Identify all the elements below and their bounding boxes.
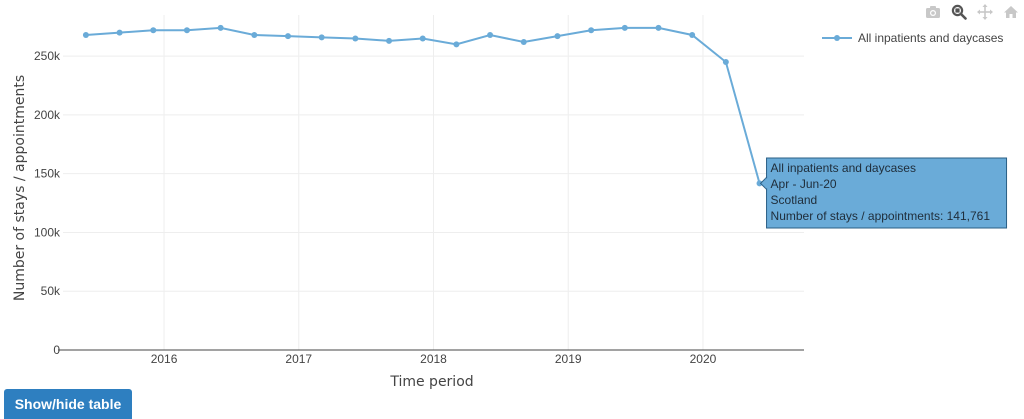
x-tick-label: 2016 xyxy=(151,352,178,366)
data-point[interactable] xyxy=(386,37,393,44)
x-tick-label: 2019 xyxy=(555,352,582,366)
y-tick-label: 250k xyxy=(34,49,61,63)
pan-icon[interactable] xyxy=(976,3,994,21)
data-point[interactable] xyxy=(217,24,224,31)
data-point[interactable] xyxy=(588,27,595,34)
y-axis-title: Number of stays / appointments xyxy=(12,75,28,301)
data-point[interactable] xyxy=(352,35,359,42)
series-line xyxy=(85,26,761,184)
data-point[interactable] xyxy=(251,31,258,38)
hover-tooltip: All inpatients and daycases Apr - Jun-20 S… xyxy=(759,157,1008,229)
axes xyxy=(58,349,804,351)
data-point[interactable] xyxy=(150,27,157,34)
x-tick-label: 2018 xyxy=(420,352,447,366)
data-point[interactable] xyxy=(520,39,527,46)
y-tick-label: 200k xyxy=(34,108,61,122)
x-tick-label: 2020 xyxy=(690,352,717,366)
data-point[interactable] xyxy=(82,31,89,38)
tooltip-line: Number of stays / appointments: 141,761 xyxy=(771,209,991,223)
line-chart: 0 50k 100k 150k 200k 250k 2016 2017 2018 2019 2020… xyxy=(12,15,1008,390)
tick-labels: 0 50k 100k 150k 200k 250k 2016 2017 2018 2019 2020 xyxy=(34,49,717,366)
zoom-icon[interactable] xyxy=(950,3,968,21)
tooltip-box xyxy=(766,157,1008,229)
data-point[interactable] xyxy=(722,59,729,66)
grid xyxy=(63,15,804,350)
legend-swatch-marker xyxy=(834,35,840,41)
series[interactable] xyxy=(82,24,763,187)
y-tick-label: 50k xyxy=(41,284,61,298)
tooltip-line: Scotland xyxy=(771,193,818,207)
data-point[interactable] xyxy=(554,33,561,40)
data-point[interactable] xyxy=(318,34,325,41)
data-point[interactable] xyxy=(284,33,291,40)
data-point[interactable] xyxy=(487,31,494,38)
data-point[interactable] xyxy=(183,27,190,34)
y-tick-label: 0 xyxy=(53,343,60,357)
data-point[interactable] xyxy=(453,41,460,48)
legend-label[interactable]: All inpatients and daycases xyxy=(858,31,1003,45)
show-hide-table-button[interactable]: Show/hide table xyxy=(4,389,132,419)
x-tick-label: 2017 xyxy=(285,352,312,366)
data-point[interactable] xyxy=(116,29,123,36)
y-tick-label: 100k xyxy=(34,225,61,239)
modebar xyxy=(924,3,1020,21)
legend[interactable]: All inpatients and daycases xyxy=(822,31,1003,45)
data-point[interactable] xyxy=(419,35,426,42)
x-axis-title: Time period xyxy=(389,374,473,390)
y-tick-label: 150k xyxy=(34,167,61,181)
data-point[interactable] xyxy=(621,24,628,31)
tooltip-line: Apr - Jun-20 xyxy=(771,177,837,191)
data-point[interactable] xyxy=(756,180,763,187)
data-point[interactable] xyxy=(655,24,662,31)
home-icon[interactable] xyxy=(1002,3,1020,21)
tooltip-line: All inpatients and daycases xyxy=(771,161,916,175)
camera-icon[interactable] xyxy=(924,3,942,21)
data-point[interactable] xyxy=(689,31,696,38)
